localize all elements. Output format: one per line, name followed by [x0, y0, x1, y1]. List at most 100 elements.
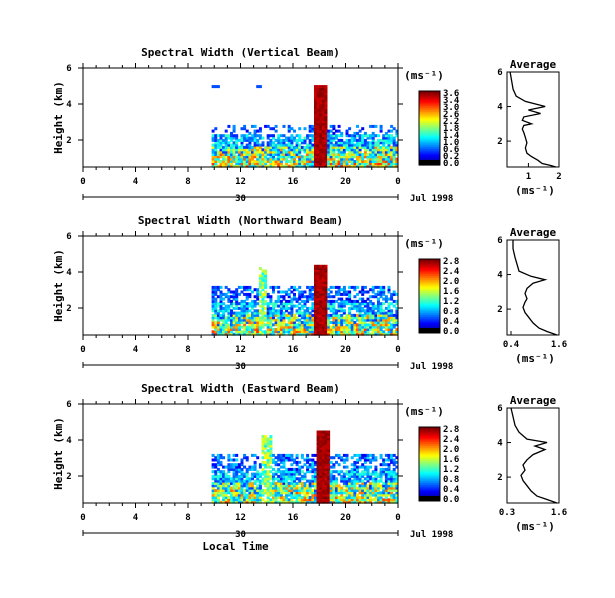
heatmap-cell: [306, 316, 310, 320]
heatmap-cell: [256, 162, 260, 166]
heatmap-cell: [374, 458, 378, 462]
colorbar-segment: [419, 94, 440, 98]
heatmap-cell: [321, 134, 325, 138]
heatmap-cell: [379, 467, 383, 471]
colorbar-segment: [419, 288, 440, 291]
heatmap-cell: [232, 141, 236, 145]
heatmap-cell: [374, 155, 378, 159]
heatmap-cell: [240, 136, 244, 140]
heatmap-cell: [269, 285, 273, 289]
heatmap-cell: [261, 306, 265, 310]
heatmap-cell: [222, 138, 226, 142]
heatmap-cell: [324, 439, 328, 443]
heatmap-cell: [316, 92, 320, 96]
heatmap-cell: [316, 484, 320, 488]
heatmap-cell: [282, 453, 286, 457]
heatmap-cell: [214, 332, 218, 336]
heatmap-cell: [240, 486, 244, 490]
heatmap-cell: [345, 332, 349, 336]
heatmap-cell: [311, 328, 315, 331]
heatmap-cell: [384, 155, 388, 159]
heatmap-cell: [361, 330, 365, 334]
heatmap-cell: [235, 489, 239, 492]
heatmap-cell: [374, 493, 378, 497]
heatmap-cell: [224, 309, 228, 313]
heatmap-cell: [377, 323, 380, 327]
x-tick-label: 0: [80, 513, 85, 523]
heatmap-cell: [321, 92, 325, 96]
heatmap-cell: [316, 129, 320, 133]
heatmap-cell: [253, 162, 257, 166]
heatmap-cell: [256, 290, 260, 294]
heatmap-cell: [350, 479, 354, 483]
heatmap-cell: [258, 472, 262, 476]
heatmap-cell: [382, 290, 386, 294]
heatmap-cell: [316, 117, 320, 121]
heatmap-cell: [298, 136, 302, 140]
colorbar-segment: [419, 428, 440, 432]
heatmap-cell: [340, 160, 344, 163]
heatmap-cell: [298, 285, 302, 289]
heatmap-cell: [319, 489, 323, 492]
heatmap-cell: [214, 330, 218, 334]
heatmap-cell: [392, 470, 396, 474]
heatmap-cell: [227, 304, 231, 308]
heatmap-cell: [251, 472, 254, 476]
colorbar-segment: [419, 447, 440, 450]
heatmap-cell: [390, 332, 394, 336]
heatmap-cell: [348, 297, 352, 301]
heatmap-cell: [356, 489, 359, 492]
heatmap-cell: [379, 160, 383, 163]
heatmap-cell: [248, 489, 252, 492]
heatmap-cell: [377, 297, 380, 301]
heatmap-cell: [392, 467, 396, 471]
heatmap-cell: [337, 498, 341, 502]
heatmap-cell: [240, 489, 244, 492]
heatmap-cell: [279, 460, 283, 464]
heatmap-cell: [264, 470, 268, 474]
heatmap-cell: [253, 453, 257, 457]
heatmap-cell: [337, 456, 341, 460]
heatmap-cell: [314, 486, 317, 490]
heatmap-cell: [258, 143, 262, 147]
heatmap-cell: [335, 309, 338, 313]
heatmap-cell: [321, 463, 325, 467]
colorbar-segment: [419, 281, 440, 284]
heatmap-cell: [269, 153, 273, 156]
heatmap-cell: [277, 309, 281, 313]
heatmap-cell: [358, 323, 362, 327]
heatmap-cell: [348, 500, 352, 504]
heatmap-cell: [371, 453, 375, 457]
heatmap-cell: [363, 321, 367, 324]
heatmap-cell: [319, 318, 323, 322]
heatmap-cell: [377, 162, 380, 166]
heatmap-cell: [395, 318, 399, 322]
heatmap-cell: [245, 138, 249, 142]
heatmap-cell: [348, 498, 352, 502]
heatmap-cell: [329, 153, 333, 156]
heatmap-cell: [285, 162, 289, 166]
heatmap-cell: [300, 496, 304, 499]
heatmap-cell: [366, 304, 370, 308]
heatmap-cell: [224, 321, 228, 324]
heatmap-cell: [356, 302, 359, 306]
heatmap-cell: [243, 157, 247, 161]
heatmap-cell: [390, 500, 394, 504]
heatmap-cell: [377, 160, 380, 163]
heatmap-cell: [277, 321, 281, 324]
heatmap-cell: [335, 332, 338, 336]
heatmap-cell: [298, 309, 302, 313]
heatmap-cell: [314, 304, 317, 308]
heatmap-cell: [382, 493, 386, 497]
panel-1: Spectral Width (Vertical Beam)0 4 8 12 16 20 0…: [52, 46, 562, 204]
heatmap-cell: [327, 500, 331, 504]
heatmap-cell: [395, 160, 399, 163]
heatmap-cell: [279, 481, 283, 485]
heatmap-cell: [230, 316, 233, 320]
heatmap-cell: [248, 465, 252, 469]
heatmap-cell: [216, 458, 220, 462]
heatmap-cell: [264, 283, 268, 287]
heatmap-cell: [358, 162, 362, 166]
heatmap-cell: [353, 155, 357, 159]
heatmap-cell: [235, 288, 239, 292]
